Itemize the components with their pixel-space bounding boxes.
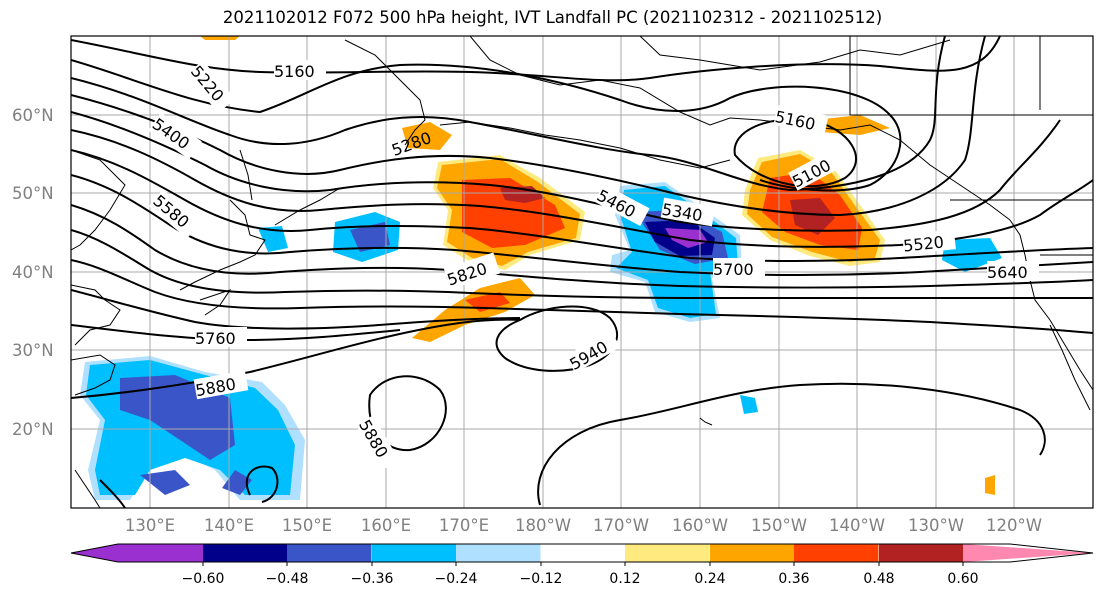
contour-label: 5160 [274,62,315,81]
map-frame [70,35,1094,509]
colorbar-swatch [372,544,457,562]
lon-label: 150°E [282,516,332,535]
lon-label: 160°E [361,516,411,535]
lon-label: 150°W [751,516,807,535]
lon-label: 170°E [439,516,489,535]
colorbar-tick-label: 0.24 [694,571,725,587]
lat-label: 50°N [12,184,54,203]
map-title: 2021102012 F072 500 hPa height, IVT Land… [222,8,883,27]
colorbar-tick-label: −0.24 [435,571,478,587]
lat-label: 60°N [12,106,54,125]
contour-label: 5700 [713,260,754,279]
colorbar-extend-low [71,544,118,562]
lon-label: 180°W [515,516,571,535]
lat-label: 20°N [12,420,54,439]
lat-label: 30°N [12,341,54,360]
colorbar-swatch [456,544,541,562]
lon-label: 130°E [125,516,175,535]
colorbar: −0.60 −0.48 −0.36 −0.24 −0.12 0.12 0.24 … [70,543,1094,587]
colorbar-swatch [625,544,710,562]
lon-label: 140°E [204,516,254,535]
longitude-labels: 130°E 140°E 150°E 160°E 170°E 180°W 170°… [125,516,1042,535]
lon-label: 160°W [672,516,728,535]
colorbar-swatch [710,544,795,562]
colorbar-tick-label: −0.36 [351,571,394,587]
lon-label: 120°W [986,516,1042,535]
lon-label: 140°W [829,516,885,535]
colorbar-tick-label: −0.12 [520,571,563,587]
colorbar-tick-label: 0.48 [863,571,894,587]
colorbar-swatch [541,544,626,562]
colorbar-swatch [118,544,203,562]
contour-label: 5760 [195,329,236,348]
colorbar-tick-label: 0.60 [947,571,978,587]
colorbar-tick-label: −0.60 [182,571,225,587]
colorbar-swatch [287,544,372,562]
lon-label: 170°W [593,516,649,535]
colorbar-outline [70,543,1094,563]
lon-label: 130°W [908,516,964,535]
contour-label: 5640 [987,263,1028,282]
colorbar-extend-high [963,544,1093,562]
colorbar-tick-label: −0.48 [266,571,309,587]
lat-label: 40°N [12,263,54,282]
colorbar-swatch [794,544,879,562]
contour-label: 5520 [902,232,944,255]
latitude-labels: 60°N 50°N 40°N 30°N 20°N [12,106,54,439]
colorbar-swatch [203,544,288,562]
colorbar-tick-label: 0.12 [609,571,640,587]
colorbar-swatch [879,544,964,562]
colorbar-tick-label: 0.36 [778,571,809,587]
